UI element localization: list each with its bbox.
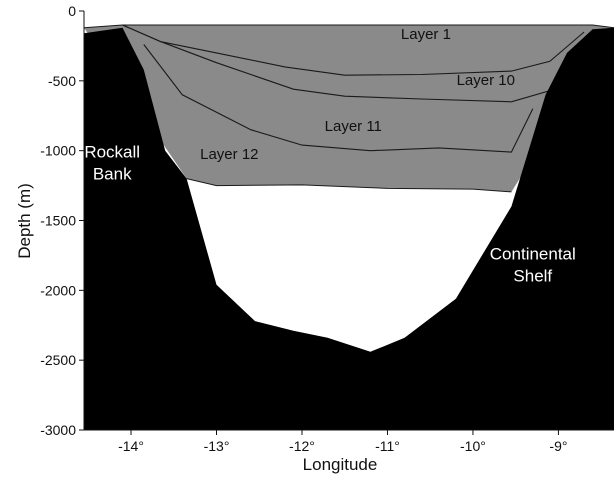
x-tick-label: -10° [460,438,486,454]
y-tick-label: -1500 [40,213,76,229]
plot-area: Layer 1 Layer 10 Layer 11 Layer 12 Rockall Ba… [83,11,615,431]
x-tick-label: -11° [375,438,400,454]
y-tick-label: 0 [68,3,76,19]
layer-interface-line-3 [143,44,534,153]
x-axis-ticks: -14° -13° -12° -11° -10° -9° [84,429,614,454]
y-tick-label: -3000 [40,422,76,438]
y-axis-title: Depth (m) [15,183,34,259]
y-tick-label: -2500 [40,352,76,368]
x-tick-label: -13° [204,438,230,454]
seabed [84,27,614,431]
layer-label-4: Layer 12 [200,146,258,163]
layer-label-2: Layer 10 [457,72,515,89]
y-tick-label: -500 [48,73,76,89]
y-axis-ticks: 0 -500 -1000 -1500 -2000 -2500 -3000 [40,3,85,438]
y-tick-label: -1000 [40,143,76,159]
region-label-1: Rockall Bank [84,143,140,184]
y-tick-label: -2000 [40,282,76,298]
layer-bottom-line [186,178,512,193]
region-label-2: Continental Shelf [490,245,576,286]
x-tick-label: -14° [118,438,144,454]
layer-interface-line-1 [122,24,585,76]
layer-label-3: Layer 11 [325,118,382,135]
sea-surface-line [83,24,615,29]
x-tick-label: -12° [289,438,315,454]
layer-interface-line-2 [122,24,585,103]
x-axis-title: Longitude [303,455,378,474]
layer-label-1: Layer 1 [401,26,451,43]
x-tick-label: -9° [549,438,567,454]
